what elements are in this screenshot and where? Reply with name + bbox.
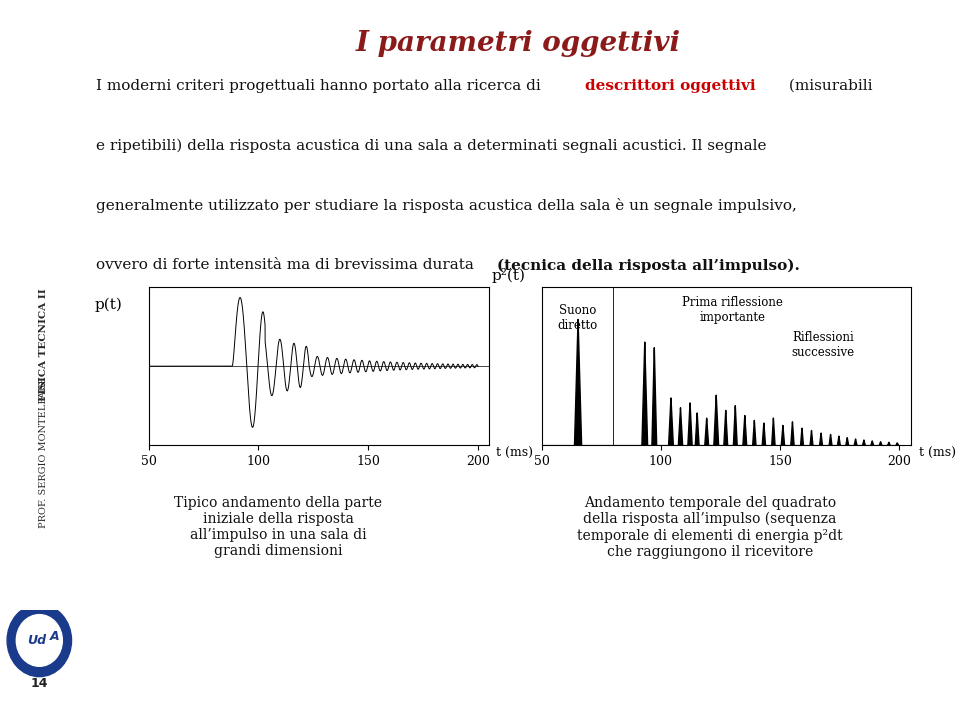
Text: 14: 14	[31, 676, 48, 689]
Text: (misurabili: (misurabili	[784, 79, 872, 93]
Text: descrittori oggettivi: descrittori oggettivi	[585, 79, 755, 93]
Text: t (ms): t (ms)	[919, 447, 956, 460]
Text: e ripetibili) della risposta acustica di una sala a determinati segnali acustici: e ripetibili) della risposta acustica di…	[96, 139, 766, 153]
Text: FISICA TECNICA II: FISICA TECNICA II	[38, 288, 48, 401]
Text: Prima riflessione
importante: Prima riflessione importante	[682, 296, 783, 324]
Text: Ud: Ud	[28, 634, 47, 647]
Text: Suono
diretto: Suono diretto	[557, 304, 597, 332]
Text: Andamento temporale del quadrato
della risposta all’impulso (sequenza
temporale : Andamento temporale del quadrato della r…	[577, 495, 842, 559]
Text: A: A	[50, 630, 59, 643]
Circle shape	[7, 605, 72, 676]
Text: Riflessioni
successive: Riflessioni successive	[791, 332, 854, 360]
Text: t (ms): t (ms)	[496, 447, 533, 460]
Text: Tipico andamento della parte
iniziale della risposta
all’impulso in una sala di
: Tipico andamento della parte iniziale de…	[175, 495, 382, 559]
Text: PROF. SERGIO MONTELPARE: PROF. SERGIO MONTELPARE	[38, 376, 48, 528]
Text: (tecnica della risposta all’impulso).: (tecnica della risposta all’impulso).	[497, 258, 800, 273]
Text: p²(t): p²(t)	[492, 268, 526, 283]
Circle shape	[16, 615, 62, 666]
Text: ovvero di forte intensità ma di brevissima durata: ovvero di forte intensità ma di brevissi…	[96, 258, 479, 272]
Text: I moderni criteri progettuali hanno portato alla ricerca di: I moderni criteri progettuali hanno port…	[96, 79, 546, 93]
Text: p(t): p(t)	[95, 298, 123, 312]
Text: I parametri oggettivi: I parametri oggettivi	[356, 29, 680, 57]
Text: generalmente utilizzato per studiare la risposta acustica della sala è un segnal: generalmente utilizzato per studiare la …	[96, 198, 797, 213]
